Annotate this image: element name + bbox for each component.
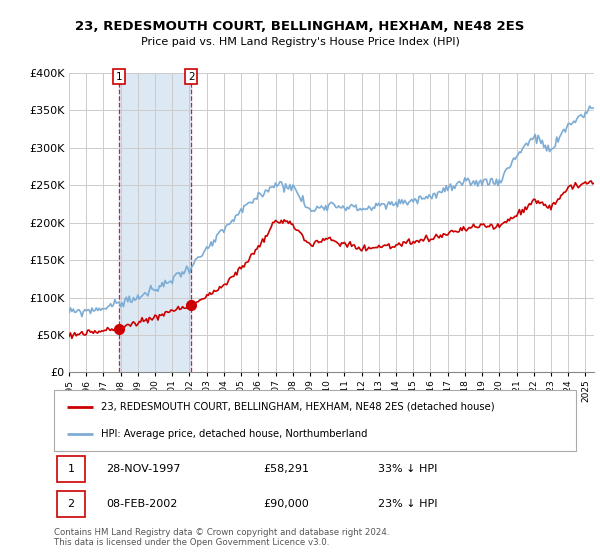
Text: 2: 2 bbox=[188, 72, 194, 82]
Text: 2: 2 bbox=[67, 499, 74, 509]
Text: Contains HM Land Registry data © Crown copyright and database right 2024.
This d: Contains HM Land Registry data © Crown c… bbox=[54, 528, 389, 548]
Text: 33% ↓ HPI: 33% ↓ HPI bbox=[377, 464, 437, 474]
Text: 23% ↓ HPI: 23% ↓ HPI bbox=[377, 499, 437, 509]
Text: Price paid vs. HM Land Registry's House Price Index (HPI): Price paid vs. HM Land Registry's House … bbox=[140, 37, 460, 47]
Text: 28-NOV-1997: 28-NOV-1997 bbox=[106, 464, 181, 474]
Text: £58,291: £58,291 bbox=[263, 464, 309, 474]
FancyBboxPatch shape bbox=[54, 390, 576, 451]
FancyBboxPatch shape bbox=[56, 456, 85, 482]
Text: HPI: Average price, detached house, Northumberland: HPI: Average price, detached house, Nort… bbox=[101, 430, 367, 440]
Text: 1: 1 bbox=[67, 464, 74, 474]
Text: 1: 1 bbox=[116, 72, 122, 82]
Text: 23, REDESMOUTH COURT, BELLINGHAM, HEXHAM, NE48 2ES: 23, REDESMOUTH COURT, BELLINGHAM, HEXHAM… bbox=[76, 20, 524, 32]
Bar bbox=[119, 73, 191, 372]
Text: 23, REDESMOUTH COURT, BELLINGHAM, HEXHAM, NE48 2ES (detached house): 23, REDESMOUTH COURT, BELLINGHAM, HEXHAM… bbox=[101, 402, 494, 412]
Text: £90,000: £90,000 bbox=[263, 499, 308, 509]
Text: 08-FEB-2002: 08-FEB-2002 bbox=[106, 499, 178, 509]
FancyBboxPatch shape bbox=[56, 491, 85, 517]
